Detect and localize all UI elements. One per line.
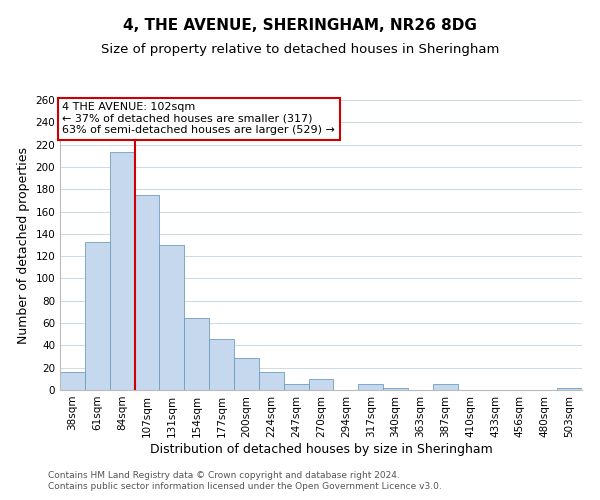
- Y-axis label: Number of detached properties: Number of detached properties: [17, 146, 30, 344]
- Bar: [85, 242, 110, 390]
- Bar: [308, 379, 334, 390]
- Bar: [383, 388, 408, 390]
- Text: Size of property relative to detached houses in Sheringham: Size of property relative to detached ho…: [101, 42, 499, 56]
- Bar: [284, 384, 308, 390]
- Bar: [134, 195, 160, 390]
- Bar: [234, 358, 259, 390]
- Bar: [184, 318, 209, 390]
- Bar: [160, 245, 184, 390]
- Bar: [259, 372, 284, 390]
- Text: Contains HM Land Registry data © Crown copyright and database right 2024.: Contains HM Land Registry data © Crown c…: [48, 471, 400, 480]
- Bar: [557, 388, 582, 390]
- Bar: [209, 338, 234, 390]
- Bar: [110, 152, 134, 390]
- Text: Contains public sector information licensed under the Open Government Licence v3: Contains public sector information licen…: [48, 482, 442, 491]
- Text: 4 THE AVENUE: 102sqm
← 37% of detached houses are smaller (317)
63% of semi-deta: 4 THE AVENUE: 102sqm ← 37% of detached h…: [62, 102, 335, 136]
- Text: 4, THE AVENUE, SHERINGHAM, NR26 8DG: 4, THE AVENUE, SHERINGHAM, NR26 8DG: [123, 18, 477, 32]
- X-axis label: Distribution of detached houses by size in Sheringham: Distribution of detached houses by size …: [149, 442, 493, 456]
- Bar: [358, 384, 383, 390]
- Bar: [60, 372, 85, 390]
- Bar: [433, 384, 458, 390]
